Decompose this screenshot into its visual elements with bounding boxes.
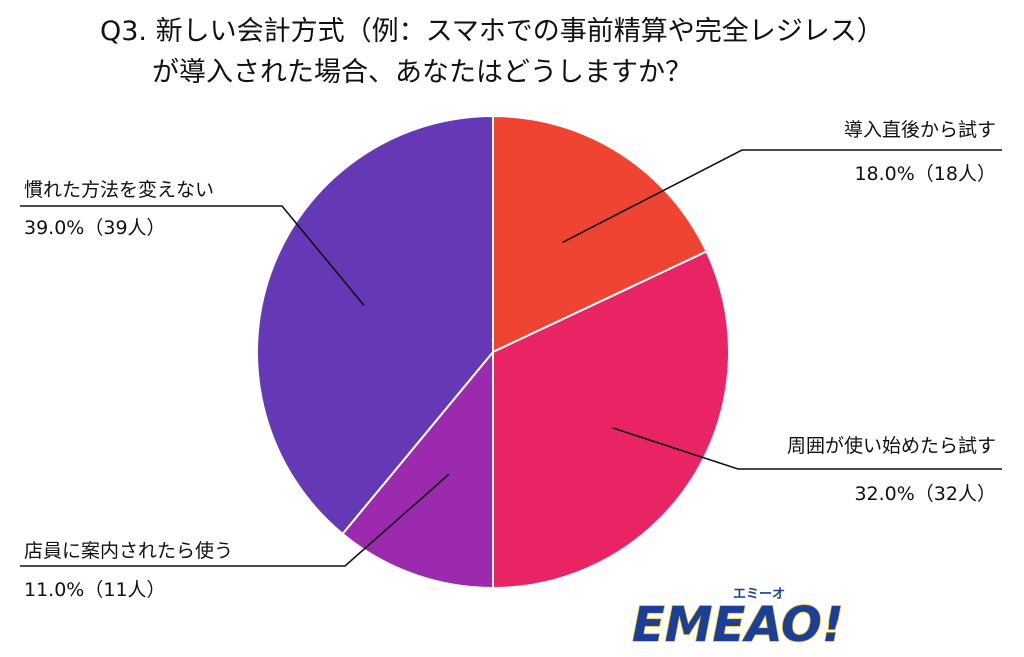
slice-value-4: 39.0%（39人） xyxy=(24,217,166,239)
slice-labels: 導入直後から試す 18.0%（18人） 周囲が使い始めたら試す 32.0%（32人） 店… xyxy=(24,119,996,601)
chart-title: Q3. 新しい会計方式（例：スマホでの事前精算や完全レジレス） が導入された場合… xyxy=(100,16,884,88)
leader-line-4 xyxy=(20,205,365,307)
chart-title-line-2: が導入された場合、あなたはどうしますか？ xyxy=(152,57,692,88)
slice-label-1: 導入直後から試す xyxy=(844,119,996,141)
leader-lines xyxy=(20,149,1002,567)
pie-slice-3 xyxy=(341,349,494,590)
slice-label-4: 慣れた方法を変えない xyxy=(24,179,214,201)
slice-label-2: 周囲が使い始めたら試す xyxy=(787,435,996,457)
emeao-logo: エミーオ EMEAO! xyxy=(631,587,844,654)
leader-line-2 xyxy=(612,427,1002,470)
pie-slice-4 xyxy=(256,114,494,536)
pie-slices xyxy=(256,114,730,590)
slice-label-3: 店員に案内されたら使う xyxy=(24,540,233,562)
logo-sub-text: エミーオ xyxy=(733,587,785,602)
pie-slice-1 xyxy=(492,114,708,354)
leader-line-1 xyxy=(562,149,1002,244)
slice-value-1: 18.0%（18人） xyxy=(854,163,996,185)
leader-line-3 xyxy=(20,473,450,567)
chart-title-line-1: Q3. 新しい会計方式（例：スマホでの事前精算や完全レジレス） xyxy=(100,16,884,47)
slice-value-2: 32.0%（32人） xyxy=(854,483,996,505)
pie-slice-2 xyxy=(492,250,730,590)
logo-text: EMEAO! xyxy=(632,597,844,653)
slice-value-3: 11.0%（11人） xyxy=(24,579,166,601)
